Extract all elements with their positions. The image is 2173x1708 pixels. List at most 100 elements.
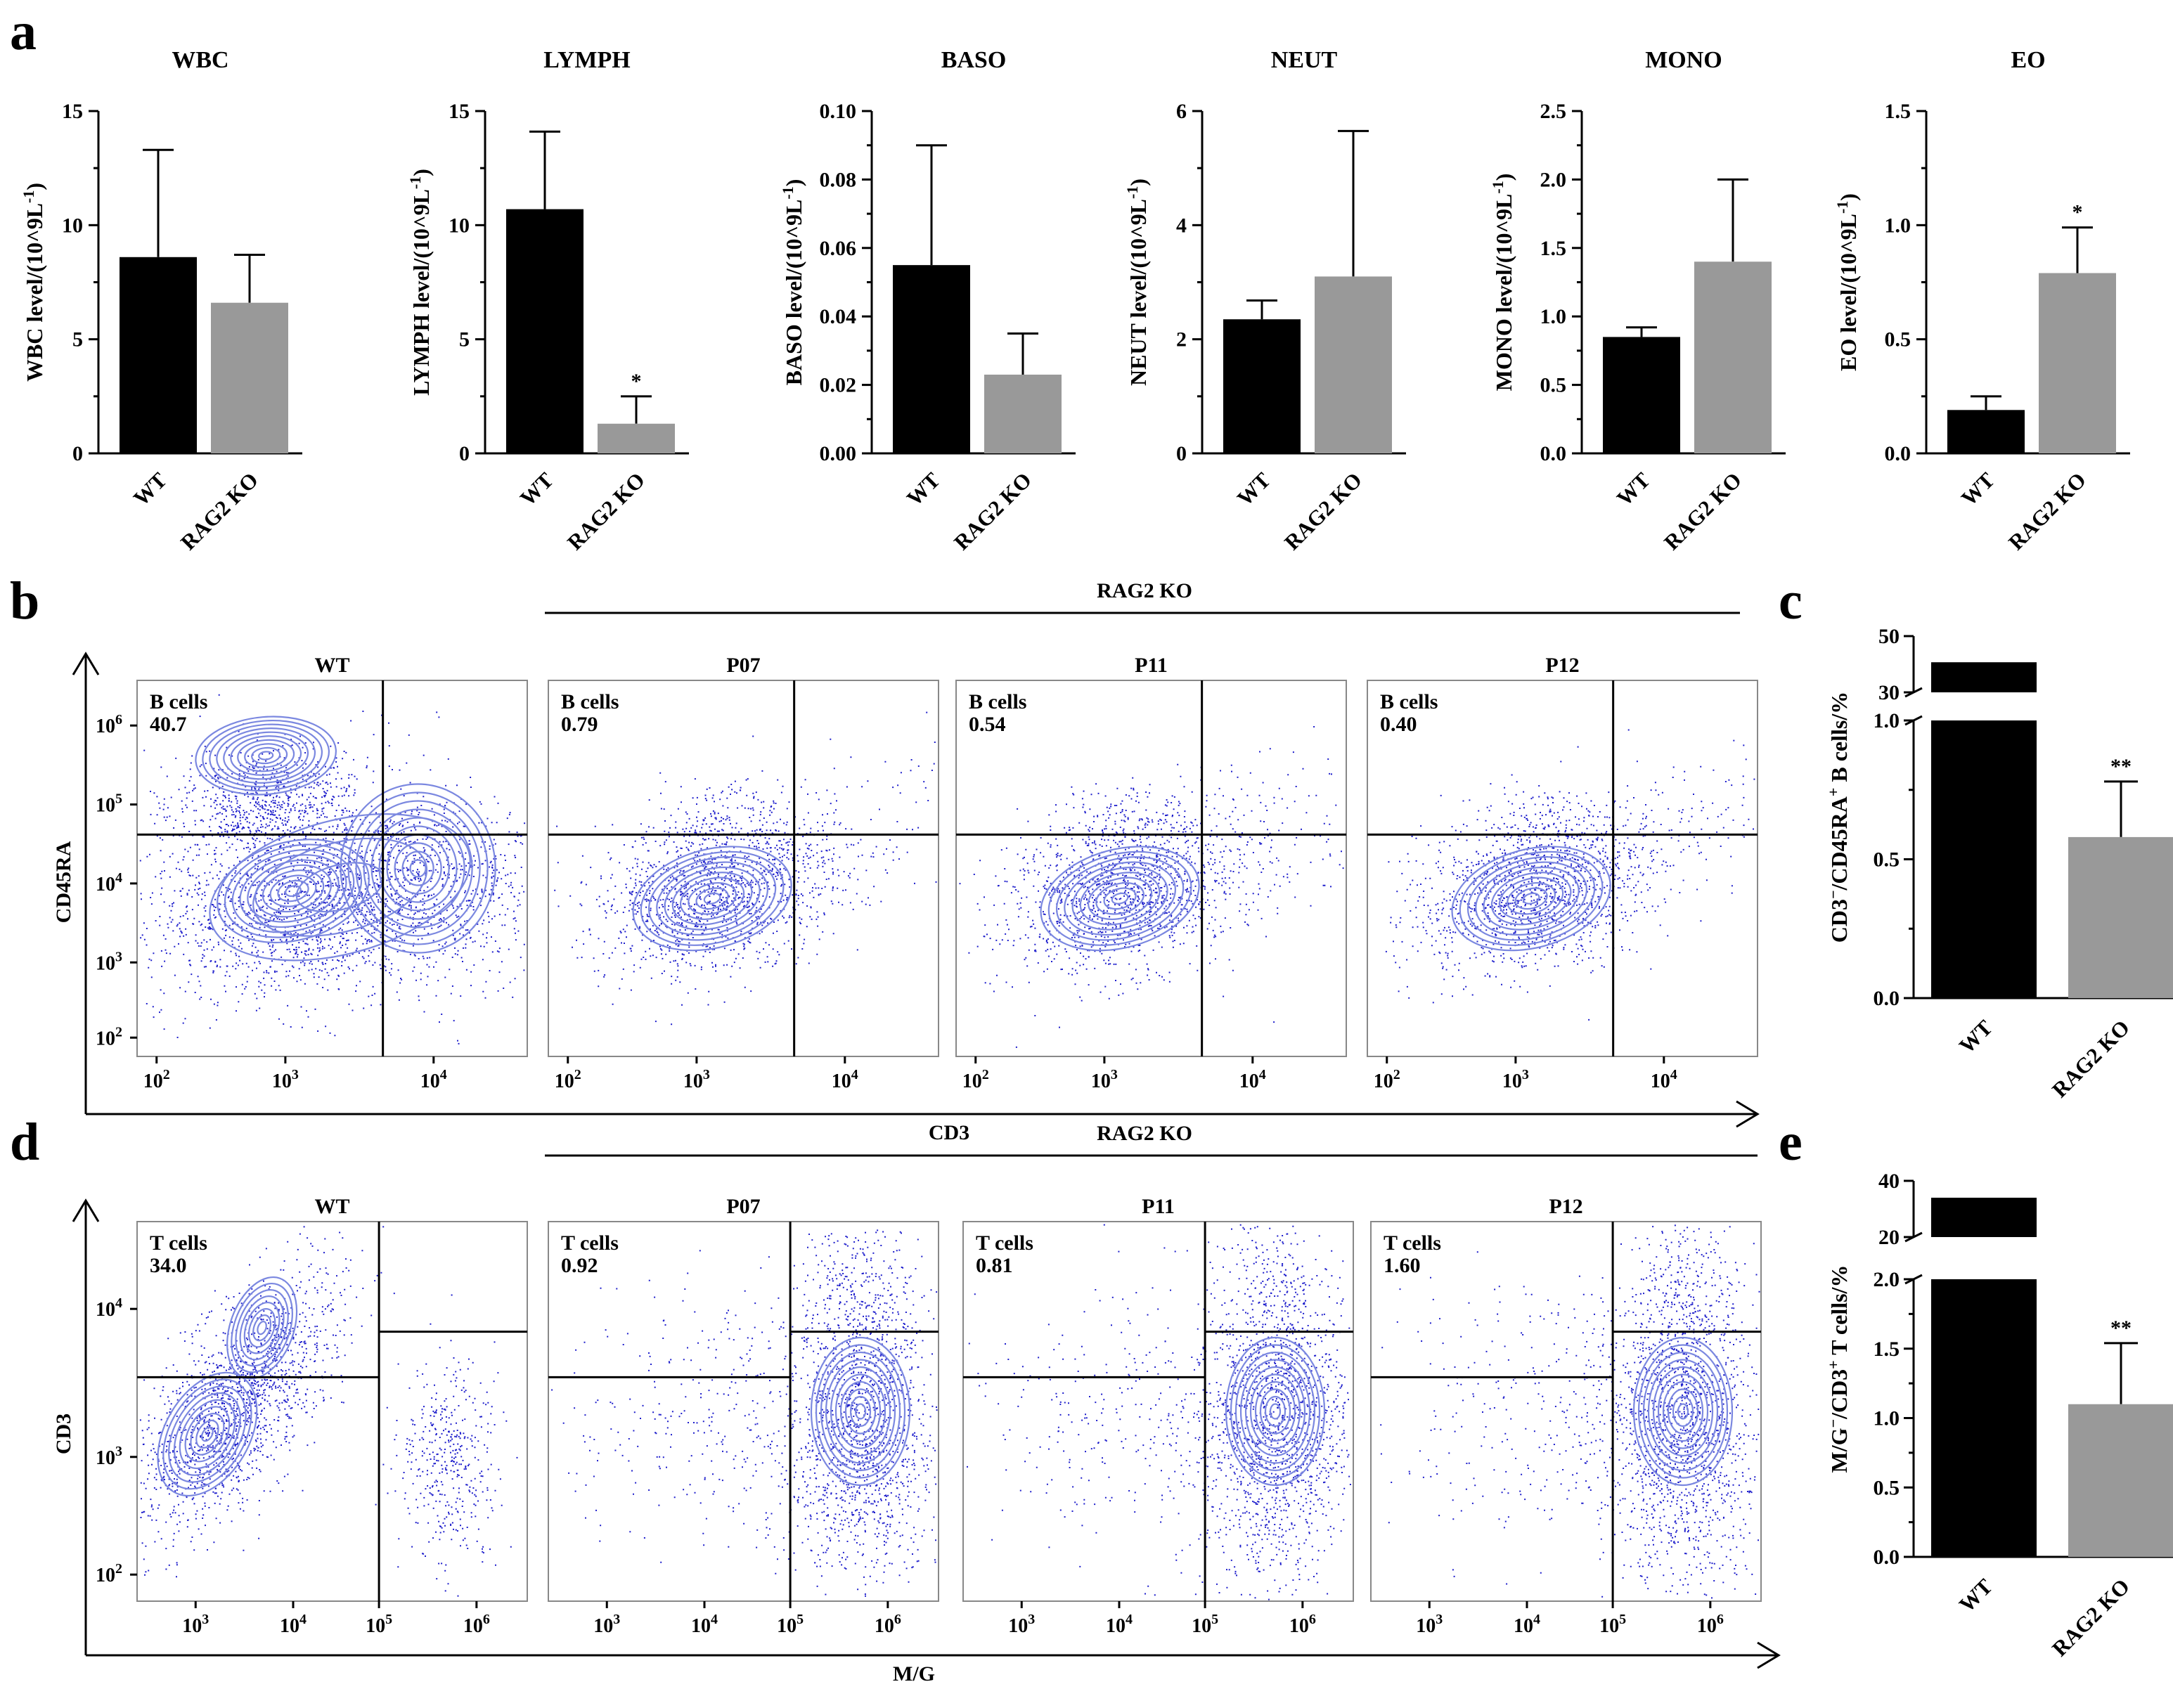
y-axis-label: CD3−/CD45RA+ B cells/%: [1824, 692, 1852, 943]
y-tick-label: 0.10: [820, 100, 857, 123]
plot-frame: [955, 680, 1347, 1057]
density-contour: [1522, 892, 1540, 905]
gate-percentage: 0.79: [561, 713, 598, 736]
x-arrow-head: [1757, 1641, 1781, 1669]
y-arrow-head: [72, 1198, 100, 1222]
density-contour: [224, 843, 363, 938]
density-contour: [671, 872, 753, 926]
x-category-label: RAG2 KO: [1659, 467, 1746, 555]
y-tick-label: 10: [449, 214, 470, 237]
significance-star: *: [631, 370, 642, 393]
y-tick-label: 1.5: [1885, 100, 1911, 123]
x-tick-label: 103: [272, 1067, 299, 1092]
y-tick-label: 105: [96, 791, 122, 817]
x-category-label: WT: [1954, 1015, 1998, 1059]
density-contour: [656, 861, 768, 936]
y-tick-label: 0.5: [1874, 1476, 1900, 1499]
y-tick-label: 103: [96, 949, 122, 974]
group-label-rag2-ko: RAG2 KO: [1097, 1122, 1192, 1145]
y-tick-label: 102: [96, 1561, 122, 1586]
y-axis-label: WBC level/(10^9L-1): [20, 183, 47, 382]
density-contour: [1677, 1403, 1689, 1420]
y-axis-label: EO level/(10^9L-1): [1833, 193, 1861, 371]
y-tick-label: 10: [62, 214, 83, 237]
gate-percentage: 1.60: [1384, 1254, 1421, 1277]
gate-name: T cells: [150, 1231, 207, 1255]
density-contour: [231, 1282, 293, 1373]
event-dots: [1385, 761, 1714, 1021]
density-contour: [1259, 1388, 1291, 1435]
density-contour: [190, 1413, 225, 1456]
x-tick-label: 102: [1374, 1067, 1400, 1092]
density-contour: [244, 743, 288, 768]
density-contour: [230, 735, 302, 776]
chart-title: EO: [2011, 47, 2045, 73]
y-tick-label: 103: [96, 1444, 122, 1469]
bar-rag2-ko: [1315, 276, 1392, 453]
bar-chart-baso: BASO 0.00 0.02 0.04 0.06 0.08 0.10 BASO level/(…: [779, 47, 1076, 555]
x-category-label: RAG2 KO: [176, 467, 263, 555]
bar-chart-lymph: LYMPH 0 5 10 15 LYMPH level/(10^9L-1) WT * RAG2 …: [406, 47, 689, 555]
y-tick-label: 0.06: [820, 237, 857, 260]
density-contour: [173, 1392, 241, 1476]
gate-name: T cells: [976, 1231, 1033, 1255]
x-category-label: WT: [1954, 1574, 1998, 1617]
bar-chart-eo: EO 0.0 0.5 1.0 1.5 EO level/(10^9L-1) WT * RAG2 …: [1833, 47, 2130, 555]
y-tick-label: 0: [72, 442, 83, 465]
x-tick-label: 103: [1502, 1067, 1529, 1092]
density-contour: [1071, 866, 1168, 931]
density-contour: [370, 817, 465, 920]
y-tick-label: 0.02: [820, 374, 857, 397]
density-contour: [235, 1288, 289, 1367]
bar-rag2-ko: [2068, 1404, 2173, 1557]
gate-name: B cells: [1380, 690, 1438, 713]
panel-letter-b: b: [10, 571, 39, 630]
x-axis-name: CD3: [929, 1121, 969, 1144]
density-contour: [1459, 850, 1604, 946]
panel-letter-a: a: [10, 2, 37, 61]
y-axis-label: BASO level/(10^9L-1): [779, 179, 806, 386]
density-contour: [202, 719, 330, 792]
y-tick-label: 1.5: [1874, 1338, 1900, 1361]
y-axis-name: CD45RA: [52, 841, 75, 923]
x-tick-label: 103: [1416, 1612, 1443, 1637]
density-contour: [849, 1395, 872, 1428]
bar-wt-lower: [1931, 1279, 2037, 1557]
bar-wt: [120, 257, 197, 453]
density-contour: [825, 1359, 896, 1464]
density-contour: [195, 716, 337, 796]
density-contour: [1642, 1351, 1724, 1472]
density-contour: [1672, 1395, 1694, 1428]
x-axis-name: M/G: [893, 1662, 935, 1686]
density-contour: [1667, 1388, 1699, 1435]
density-contour: [854, 1403, 867, 1420]
event-dots: [740, 1236, 938, 1597]
y-axis-label: LYMPH level/(10^9L-1): [406, 169, 434, 396]
x-category-label: RAG2 KO: [2047, 1574, 2134, 1661]
density-contour: [277, 879, 309, 902]
density-contour: [834, 1373, 886, 1449]
bar-chart-wbc: WBC 0 5 10 15 WBC level/(10^9L-1) WT RAG2 KO: [20, 47, 302, 555]
group-label-rag2-ko: RAG2 KO: [1097, 579, 1192, 602]
plot-frame: [548, 680, 939, 1057]
density-contour: [1637, 1344, 1729, 1479]
density-contour: [830, 1366, 891, 1457]
y-tick-label: 2.0: [1874, 1268, 1900, 1291]
x-tick-label: 106: [1697, 1612, 1724, 1637]
x-tick-label: 103: [1091, 1067, 1118, 1092]
significance-star: **: [2110, 755, 2132, 778]
x-category-label: WT: [129, 467, 172, 511]
density-contour: [679, 876, 745, 920]
density-contour: [1244, 1366, 1306, 1457]
y-axis-name: CD3: [52, 1413, 75, 1454]
density-contour: [285, 885, 302, 898]
density-contour: [1239, 1359, 1311, 1464]
y-tick-label: 1.0: [1874, 1407, 1900, 1430]
panel-letter-c: c: [1779, 571, 1803, 630]
y-tick-label: 102: [96, 1024, 122, 1049]
y-tick-label: 5: [72, 328, 83, 351]
density-contour: [815, 1344, 906, 1479]
